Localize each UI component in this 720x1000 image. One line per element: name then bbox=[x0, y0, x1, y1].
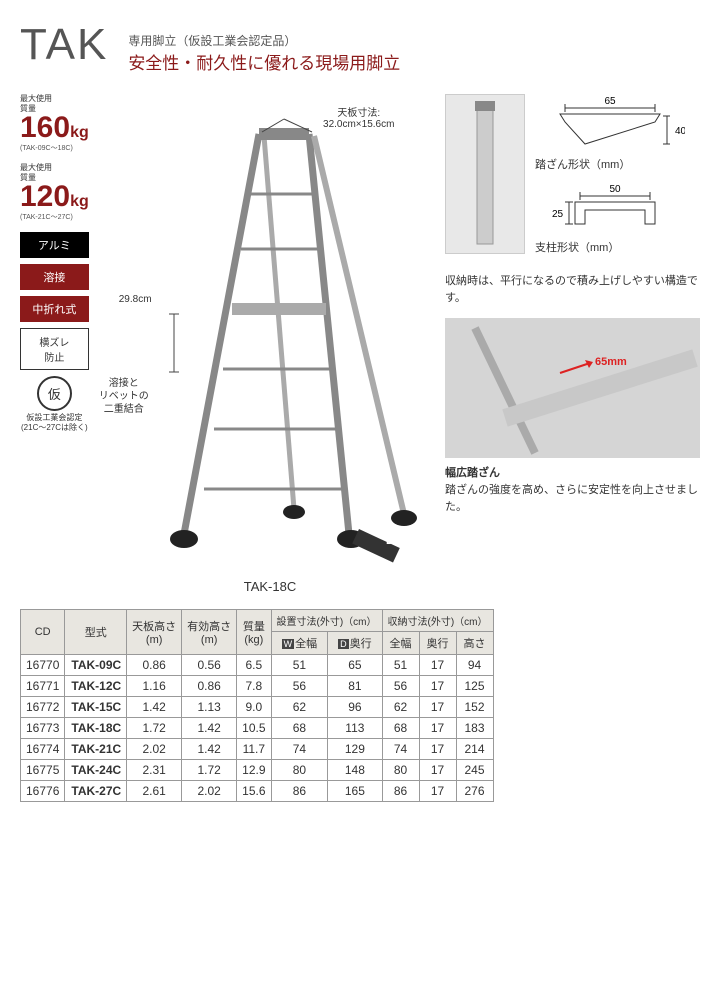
header: TAK 専用脚立（仮設工業会認定品） 安全性・耐久性に優れる現場用脚立 bbox=[20, 20, 700, 74]
table-row: 16770TAK-09C0.860.566.55165511794 bbox=[21, 655, 494, 676]
table-row: 16774TAK-21C2.021.4211.7741297417214 bbox=[21, 739, 494, 760]
spec-column: 最大使用 質量160kg(TAK-09C〜18C) 最大使用 質量120kg(TA… bbox=[20, 94, 89, 589]
svg-text:25: 25 bbox=[552, 209, 564, 220]
spec-table: CD 型式 天板高さ (m) 有効高さ (m) 質量 (kg) 設置寸法(外寸)… bbox=[20, 609, 494, 802]
svg-text:40: 40 bbox=[675, 126, 685, 137]
subtitle: 専用脚立（仮設工業会認定品） bbox=[128, 32, 400, 49]
svg-text:W: W bbox=[266, 563, 277, 575]
detail-column: 65 40 踏ざん形状（mm） 50 bbox=[445, 94, 700, 589]
cert-note: (21C〜27Cは除く) bbox=[20, 423, 89, 433]
feature-badge: アルミ bbox=[20, 232, 89, 258]
svg-text:D: D bbox=[386, 535, 394, 547]
cert-text: 仮設工業会認定 bbox=[20, 413, 89, 423]
product-logo: TAK bbox=[20, 20, 108, 70]
fold-caption: 収納時は、平行になるので積み上げしやすい構造です。 bbox=[445, 273, 700, 306]
ladder-illustration: W W D bbox=[144, 114, 444, 584]
cert-block: 仮 仮設工業会認定 (21C〜27Cは除く) bbox=[20, 376, 89, 432]
table-row: 16776TAK-27C2.612.0215.6861658617276 bbox=[21, 781, 494, 802]
step-profile-diagram: 65 40 踏ざん形状（mm） bbox=[535, 94, 690, 172]
post-profile-diagram: 50 25 支柱形状（mm） bbox=[535, 182, 690, 255]
svg-text:50: 50 bbox=[609, 184, 621, 195]
table-row: 16775TAK-24C2.311.7212.9801488017245 bbox=[21, 760, 494, 781]
feature-badge: 横ズレ 防止 bbox=[20, 328, 89, 370]
title: 安全性・耐久性に優れる現場用脚立 bbox=[128, 49, 400, 74]
folded-image bbox=[445, 94, 525, 254]
step-dimension: 29.8cm bbox=[119, 294, 152, 305]
svg-text:W: W bbox=[396, 562, 411, 574]
wide-step-title: 幅広踏ざん bbox=[445, 464, 700, 480]
table-row: 16773TAK-18C1.721.4210.5681136817183 bbox=[21, 718, 494, 739]
model-label: TAK-18C bbox=[244, 579, 297, 594]
step-width-label: 65mm bbox=[595, 356, 627, 368]
wide-step-caption: 踏ざんの強度を高め、さらに安定性を向上させました。 bbox=[445, 482, 700, 515]
load-spec: 最大使用 質量160kg(TAK-09C〜18C) bbox=[20, 94, 89, 153]
table-row: 16771TAK-12C1.160.867.856815617125 bbox=[21, 676, 494, 697]
wide-step-image: 65mm bbox=[445, 318, 700, 458]
main-image: 天板寸法: 32.0cm×15.6cm bbox=[99, 94, 435, 589]
load-spec: 最大使用 質量120kg(TAK-21C〜27C) bbox=[20, 163, 89, 222]
table-row: 16772TAK-15C1.421.139.062966217152 bbox=[21, 697, 494, 718]
feature-badge: 中折れ式 bbox=[20, 296, 89, 322]
svg-text:65: 65 bbox=[604, 96, 616, 107]
feature-badge: 溶接 bbox=[20, 264, 89, 290]
cert-icon: 仮 bbox=[37, 376, 72, 411]
weld-note: 溶接と リベットの 二重結合 bbox=[99, 377, 149, 416]
